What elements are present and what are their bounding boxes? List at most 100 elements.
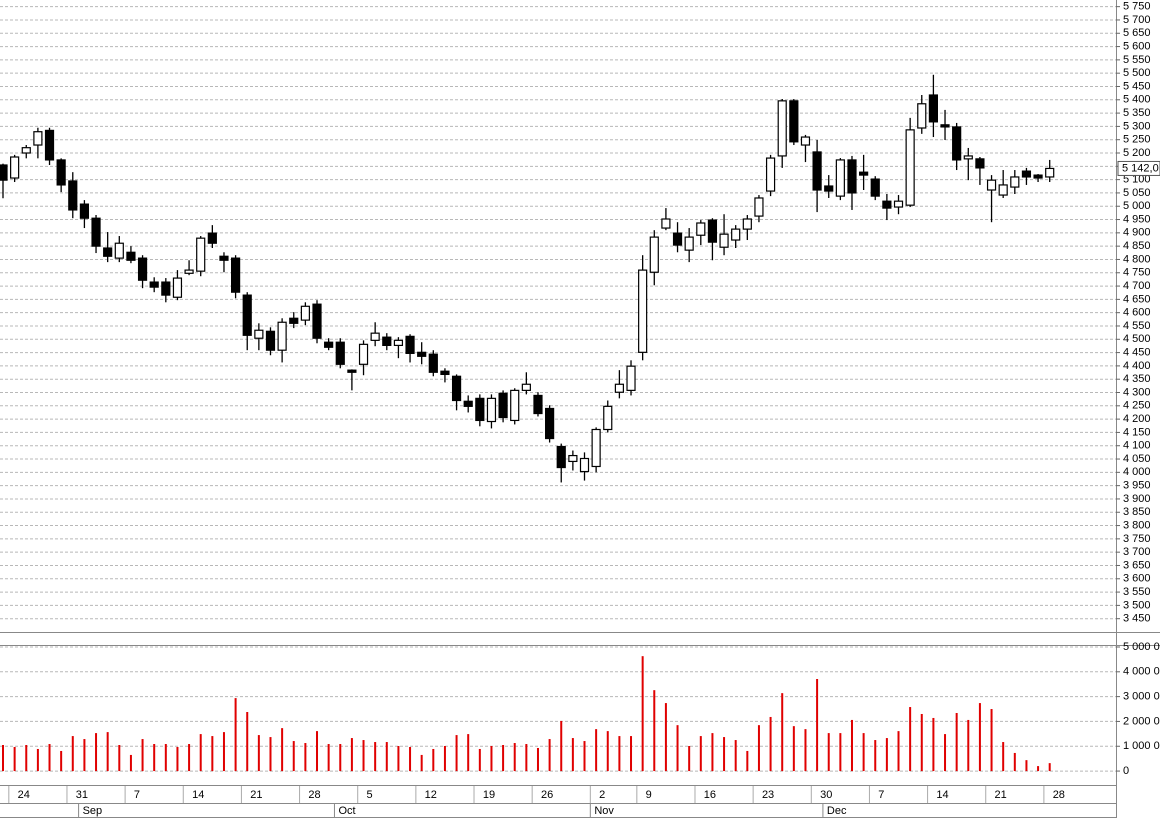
volume-bar: [816, 678, 819, 772]
candle-body: [451, 375, 462, 402]
candle-body: [928, 94, 939, 123]
x-tick-label: 7: [134, 789, 140, 801]
candle-body: [91, 217, 101, 247]
volume-bar: [664, 703, 667, 772]
candle-body: [556, 445, 566, 469]
y-tick-label: 4 950: [1123, 213, 1151, 225]
volume-bar: [95, 733, 98, 772]
volume-bar: [257, 735, 260, 772]
y-tick-label: 3 500: [1123, 599, 1151, 611]
candle-body: [161, 281, 171, 296]
candle-body: [428, 353, 438, 373]
volume-bar: [13, 746, 16, 772]
candle-body: [789, 100, 799, 143]
y-tick-label: 5 650: [1123, 27, 1151, 39]
candle-body: [975, 158, 985, 169]
y-tick-label: 5 000: [1123, 200, 1151, 212]
candle-body: [498, 392, 508, 419]
candle-body: [475, 397, 485, 422]
y-tick-label: 5 450: [1123, 80, 1151, 92]
candle-body: [207, 232, 217, 244]
candle-body: [242, 294, 252, 336]
x-tick-label: 21: [250, 789, 262, 801]
volume-bar: [106, 732, 109, 772]
volume-bar: [339, 744, 342, 772]
candle-body: [719, 233, 729, 248]
volume-bar: [292, 741, 295, 772]
candle-body: [672, 232, 683, 246]
candle-body: [893, 200, 904, 208]
candle-body: [184, 269, 194, 274]
volume-bar: [595, 729, 598, 772]
volume-bar: [734, 740, 737, 772]
candle-body: [533, 394, 543, 415]
candle-body: [638, 269, 648, 353]
volume-bar: [385, 742, 388, 772]
candle-body: [777, 100, 787, 157]
y-tick-label: 4 550: [1123, 320, 1151, 332]
volume-bar: [653, 690, 656, 772]
volume-bar: [118, 745, 121, 772]
volume-bar: [827, 733, 830, 772]
candle-body: [545, 407, 555, 440]
volume-bar: [129, 754, 132, 772]
candle-body: [196, 237, 206, 272]
y-tick-label: 3 450: [1123, 613, 1151, 625]
x-tick-label: 16: [704, 789, 716, 801]
y-tick-label: 4 700: [1123, 280, 1151, 292]
y-tick-label: 3 000 0: [1123, 691, 1160, 703]
y-tick-label: 4 100: [1123, 440, 1151, 452]
last-price-box: [1117, 160, 1160, 176]
candle-body: [591, 428, 601, 468]
candle-body: [1033, 174, 1043, 179]
y-tick-label: 3 700: [1123, 546, 1151, 558]
volume-bar: [432, 748, 435, 772]
candle-body: [998, 184, 1008, 196]
x-tick-label: 31: [76, 789, 88, 801]
candle-body: [952, 126, 962, 161]
candle-body: [870, 178, 880, 197]
candle-body: [417, 351, 427, 357]
candle-body: [1021, 170, 1032, 178]
candle-body: [149, 281, 159, 288]
volume-bar: [502, 745, 505, 772]
volume-bar: [60, 750, 63, 772]
candle-body: [463, 400, 473, 407]
x-tick-label: 5: [367, 789, 373, 801]
candle-body: [1045, 167, 1055, 178]
x-tick-label: 7: [878, 789, 884, 801]
candle-body: [882, 200, 892, 209]
candle-body: [0, 164, 8, 181]
candle-body: [21, 147, 31, 154]
candle-body: [56, 159, 66, 186]
volume-bar: [153, 744, 156, 772]
candle-body: [1010, 176, 1020, 188]
y-tick-label: 5 500: [1123, 67, 1151, 79]
volume-bar: [885, 738, 888, 772]
y-tick-label: 4 800: [1123, 253, 1151, 265]
x-tick-label: 2: [599, 789, 605, 801]
volume-bar: [688, 746, 691, 772]
y-tick-label: 5 250: [1123, 134, 1151, 146]
y-tick-label: 5 350: [1123, 107, 1151, 119]
volume-bar: [362, 740, 365, 772]
candle-body: [44, 129, 55, 161]
y-tick-label: 5 000 0: [1123, 641, 1160, 653]
month-label: Sep: [83, 805, 103, 817]
volume-bar: [618, 736, 621, 772]
candle-body: [393, 339, 404, 347]
x-tick-label: 23: [762, 789, 774, 801]
x-tick-label: 28: [308, 789, 320, 801]
y-tick-label: 4 350: [1123, 373, 1151, 385]
volume-bar: [990, 709, 993, 772]
candle-body: [986, 179, 997, 191]
volume-bar: [839, 733, 842, 772]
y-tick-label: 4 500: [1123, 333, 1151, 345]
month-label: Oct: [338, 805, 355, 817]
volume-bar: [606, 731, 609, 772]
volume-bar: [571, 738, 574, 772]
y-tick-label: 3 800: [1123, 519, 1151, 531]
volume-bar: [350, 738, 353, 772]
